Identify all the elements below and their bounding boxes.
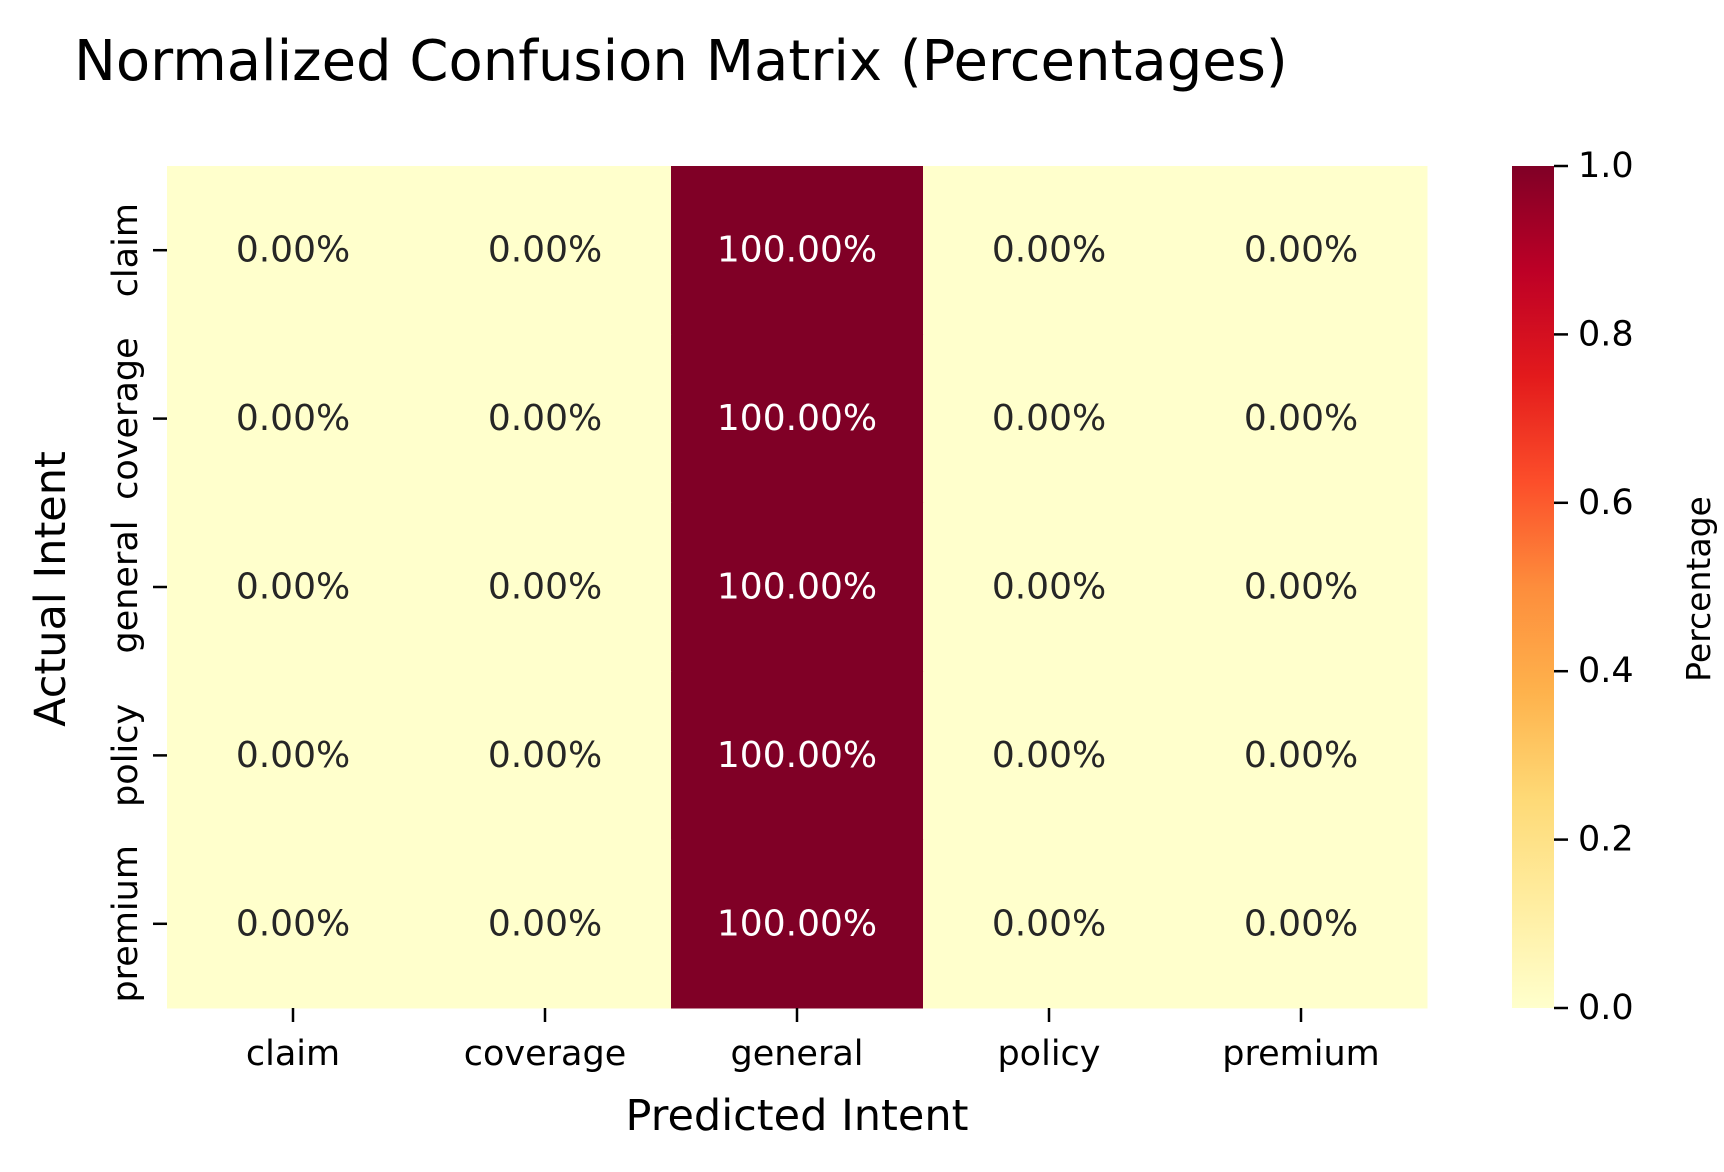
cell-annotation: 0.00%: [992, 903, 1106, 944]
heatmap-cell-premium-claim: [167, 839, 420, 1009]
cell-annotation: 0.00%: [1244, 735, 1358, 776]
chart-title: Normalized Confusion Matrix (Percentages…: [74, 29, 1288, 94]
heatmap-cell-coverage-general: [671, 334, 924, 504]
y-tick-label: coverage: [106, 337, 146, 500]
cell-annotation: 0.00%: [1244, 567, 1358, 608]
cell-annotation: 0.00%: [488, 398, 602, 439]
cell-annotation: 0.00%: [488, 230, 602, 271]
cell-annotation: 0.00%: [992, 398, 1106, 439]
heatmap-cell-claim-claim: [167, 166, 420, 335]
x-tick-label: claim: [246, 1034, 340, 1074]
colorbar-tick-label: 1.0: [1578, 146, 1634, 186]
heatmap-cell-premium-premium: [1175, 839, 1428, 1009]
cell-annotation: 100.00%: [717, 398, 877, 439]
colorbar-label: Percentage: [1679, 496, 1718, 682]
cell-annotation: 100.00%: [717, 903, 877, 944]
y-tick-label: premium: [106, 845, 146, 1002]
x-tick-label: coverage: [464, 1034, 627, 1074]
cell-annotation: 0.00%: [992, 230, 1106, 271]
colorbar-tick-label: 0.8: [1578, 314, 1634, 354]
cell-annotation: 0.00%: [488, 903, 602, 944]
heatmap-cell-claim-general: [671, 166, 924, 335]
heatmap-cell-claim-policy: [923, 166, 1176, 335]
cell-annotation: 0.00%: [992, 735, 1106, 776]
heatmap-cell-policy-policy: [923, 671, 1176, 841]
heatmap-cell-premium-coverage: [419, 839, 672, 1009]
heatmap-cell-claim-coverage: [419, 166, 672, 335]
cell-annotation: 100.00%: [717, 567, 877, 608]
colorbar: 0.0 0.2 0.4 0.6 0.8 1.0: [1512, 146, 1634, 1028]
cell-annotation: 0.00%: [488, 735, 602, 776]
x-tick-label: policy: [997, 1034, 1100, 1074]
x-tick-label: general: [730, 1034, 863, 1074]
heatmap-annotations: 0.00% 0.00% 100.00% 0.00% 0.00% 0.00% 0.00% 100…: [236, 230, 1358, 945]
y-tick-label: claim: [106, 203, 146, 297]
heatmap-cell-premium-general: [671, 839, 924, 1009]
cell-annotation: 0.00%: [1244, 230, 1358, 271]
x-axis-label: Predicted Intent: [626, 1091, 969, 1141]
heatmap-cell-general-premium: [1175, 502, 1428, 672]
heatmap-cell-coverage-claim: [167, 334, 420, 504]
heatmap-cell-policy-claim: [167, 671, 420, 841]
cell-annotation: 0.00%: [1244, 903, 1358, 944]
cell-annotation: 0.00%: [236, 398, 350, 439]
x-axis: claim coverage general policy premium: [246, 1008, 1380, 1074]
heatmap-cell-coverage-policy: [923, 334, 1176, 504]
heatmap-cell-coverage-premium: [1175, 334, 1428, 504]
cell-annotation: 0.00%: [992, 567, 1106, 608]
heatmap-cell-general-coverage: [419, 502, 672, 672]
heatmap-cell-claim-premium: [1175, 166, 1428, 335]
heatmap-cells: [167, 166, 1428, 1009]
x-tick-label: premium: [1222, 1034, 1379, 1074]
y-axis: claim coverage general policy premium: [106, 203, 167, 1003]
colorbar-tick-label: 0.6: [1578, 483, 1634, 523]
cell-annotation: 100.00%: [717, 230, 877, 271]
heatmap-cell-policy-premium: [1175, 671, 1428, 841]
heatmap-cell-policy-coverage: [419, 671, 672, 841]
cell-annotation: 0.00%: [236, 230, 350, 271]
cell-annotation: 0.00%: [236, 903, 350, 944]
cell-annotation: 0.00%: [236, 567, 350, 608]
heatmap-cell-general-policy: [923, 502, 1176, 672]
heatmap-cell-general-general: [671, 502, 924, 672]
colorbar-tick-label: 0.2: [1578, 820, 1634, 860]
colorbar-tick-label: 0.0: [1578, 988, 1634, 1028]
cell-annotation: 0.00%: [236, 735, 350, 776]
heatmap-cell-policy-general: [671, 671, 924, 841]
y-tick-label: general: [106, 520, 146, 653]
heatmap-cell-coverage-coverage: [419, 334, 672, 504]
cell-annotation: 100.00%: [717, 735, 877, 776]
heatmap-cell-premium-policy: [923, 839, 1176, 1009]
cell-annotation: 0.00%: [1244, 398, 1358, 439]
colorbar-gradient: [1512, 166, 1554, 1008]
colorbar-tick-label: 0.4: [1578, 651, 1634, 691]
heatmap-cell-general-claim: [167, 502, 420, 672]
y-axis-label: Actual Intent: [26, 451, 76, 727]
y-tick-label: policy: [106, 704, 146, 807]
cell-annotation: 0.00%: [488, 567, 602, 608]
